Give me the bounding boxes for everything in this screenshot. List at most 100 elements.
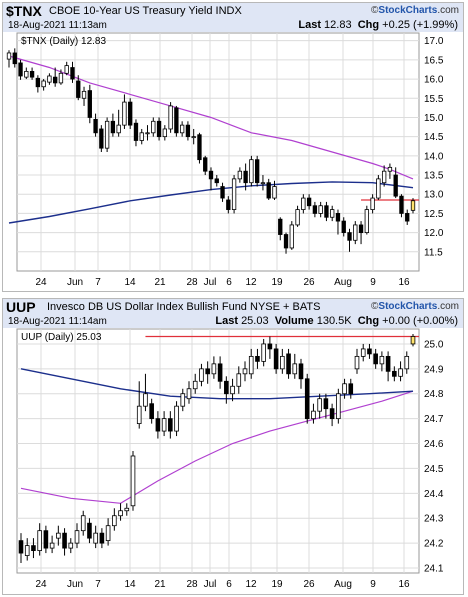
- uup-x-tick-label: 16: [398, 579, 410, 590]
- tnx-candle: [358, 221, 364, 245]
- tnx-candle-body: [35, 77, 41, 88]
- tnx-candle: [220, 182, 225, 202]
- tnx-chart-svg[interactable]: 11.5 12.0 12.5 13.0 13.5 14.0 14.5 15.0 15.5 16.0…: [3, 3, 463, 293]
- tnx-candle-body: [203, 157, 208, 172]
- tnx-candle-body: [324, 205, 329, 218]
- tnx-candle-body: [151, 120, 156, 134]
- tnx-candle: [410, 198, 416, 214]
- tnx-quote-bar: 18-Aug-2021 11:13am Last 12.83 Chg +0.25…: [3, 19, 463, 32]
- tnx-x-tick-label: Jul: [204, 277, 217, 288]
- tnx-y-tick-label: 12.5: [424, 209, 444, 220]
- uup-candle-body: [255, 355, 260, 362]
- uup-candle-body: [37, 530, 42, 551]
- tnx-y-tick-label: 15.5: [424, 94, 444, 105]
- tnx-candle-body: [208, 170, 214, 180]
- uup-y-tick-label: 24.4: [424, 489, 444, 500]
- uup-candle: [24, 538, 30, 561]
- uup-candle-body: [130, 455, 136, 507]
- uup-symbol[interactable]: UUP: [6, 299, 36, 315]
- tnx-candle: [6, 50, 12, 68]
- tnx-candle: [318, 201, 323, 218]
- uup-candle-body: [379, 355, 385, 365]
- tnx-candle: [110, 113, 116, 137]
- uup-candle: [112, 508, 117, 531]
- tnx-title-bar: $TNX CBOE 10-Year US Treasury Yield INDX…: [3, 3, 463, 19]
- tnx-candle: [255, 155, 260, 187]
- tnx-candle: [24, 67, 29, 80]
- stockcharts-brand[interactable]: ©StockCharts.com: [371, 301, 459, 312]
- tnx-candle-body: [335, 213, 341, 222]
- uup-candle: [348, 378, 354, 399]
- tnx-candle-body: [116, 124, 121, 134]
- tnx-candle: [64, 61, 69, 76]
- tnx-candle-body: [128, 101, 133, 126]
- uup-candle-body: [248, 355, 254, 375]
- uup-candle: [168, 411, 173, 439]
- tnx-ma-short-line: [8, 55, 414, 180]
- tnx-candle: [289, 221, 294, 250]
- uup-chart-panel: UUP Invesco DB US Dollar Index Bullish F…: [2, 298, 464, 595]
- uup-candle-body: [62, 532, 67, 549]
- uup-candle: [329, 403, 335, 427]
- tnx-candle-body: [358, 224, 364, 234]
- uup-candle: [311, 403, 316, 424]
- tnx-candle-body: [104, 120, 110, 149]
- tnx-x-tick-label: 21: [154, 277, 166, 288]
- uup-candle: [93, 525, 98, 549]
- uup-candle: [49, 535, 55, 554]
- tnx-symbol[interactable]: $TNX: [6, 3, 42, 19]
- tnx-candle-body: [18, 62, 23, 77]
- uup-candle: [373, 348, 378, 369]
- uup-y-tick-label: 24.5: [424, 464, 444, 475]
- tnx-candle-body: [162, 128, 167, 138]
- uup-candle: [99, 528, 105, 549]
- uup-candle: [149, 398, 154, 424]
- uup-ma-short-line: [20, 390, 414, 504]
- uup-chg-value: +0.00 (+0.00%): [382, 315, 458, 327]
- tnx-candle-body: [58, 72, 64, 84]
- uup-title-bar: UUP Invesco DB US Dollar Index Bullish F…: [3, 299, 463, 315]
- tnx-candle: [191, 128, 196, 145]
- uup-candle: [136, 381, 142, 429]
- tnx-candle-body: [191, 136, 196, 139]
- uup-candle-body: [280, 355, 285, 370]
- uup-candle-body: [329, 408, 335, 420]
- tnx-candle-body: [272, 186, 277, 199]
- uup-candle-body: [304, 378, 310, 420]
- tnx-candle: [93, 113, 98, 137]
- uup-x-tick-label: Jul: [204, 579, 217, 590]
- uup-candle-body: [398, 368, 403, 377]
- tnx-candle-body: [47, 75, 52, 83]
- uup-candle-body: [385, 355, 391, 372]
- uup-x-tick-label: 14: [124, 579, 136, 590]
- tnx-y-tick-label: 13.5: [424, 171, 444, 182]
- tnx-plot-area: [16, 32, 420, 272]
- tnx-candle-body: [353, 224, 358, 241]
- tnx-candle: [376, 175, 381, 200]
- uup-candle: [286, 348, 291, 379]
- tnx-candle-body: [312, 205, 318, 214]
- uup-candle: [205, 361, 210, 384]
- uup-volume-label: Volume: [274, 315, 314, 327]
- uup-candle: [261, 338, 266, 367]
- tnx-candle-body: [283, 234, 289, 249]
- uup-candle: [161, 411, 167, 437]
- uup-candle-body: [24, 545, 30, 556]
- uup-candle: [242, 361, 248, 382]
- uup-candle: [298, 358, 304, 389]
- uup-candle-body: [161, 418, 167, 432]
- stockcharts-brand[interactable]: ©StockCharts.com: [371, 5, 459, 16]
- uup-candle-body: [149, 403, 154, 420]
- uup-candle: [143, 373, 148, 412]
- uup-x-tick-label: 24: [35, 579, 47, 590]
- tnx-x-tick-label: 19: [271, 277, 283, 288]
- uup-candle-body: [298, 363, 304, 380]
- tnx-candle: [145, 125, 150, 141]
- tnx-candle-body: [145, 132, 150, 135]
- tnx-candle: [29, 67, 35, 80]
- uup-chart-svg[interactable]: 24.1 24.2 24.3 24.4 24.5 24.6 24.7 24.8 24.9 25.0…: [3, 299, 463, 596]
- uup-candle-body: [105, 525, 111, 542]
- uup-candle: [342, 378, 347, 399]
- uup-candle: [186, 381, 192, 404]
- tnx-y-tick-label: 12.0: [424, 228, 444, 239]
